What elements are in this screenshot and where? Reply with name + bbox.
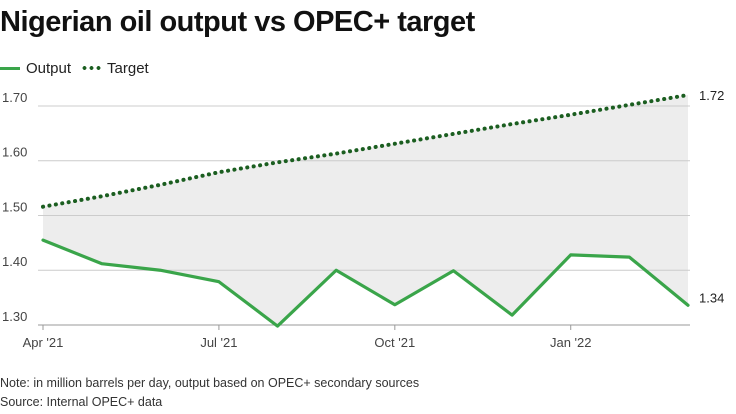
chart-title: Nigerian oil output vs OPEC+ target [0,6,475,38]
end-label-target: 1.72 [699,88,724,103]
legend-item-output: Output [0,60,71,77]
y-tick-label-1.50: 1.50 [2,199,27,214]
legend-label-target: Target [107,59,149,77]
end-label-output: 1.34 [699,290,724,305]
legend: Output Target [0,58,159,78]
series-target-line [41,93,690,209]
y-tick-label-1.70: 1.70 [2,90,27,105]
x-tick-label-2022-01: Jan '22 [550,335,592,350]
legend-swatch-target [81,66,102,70]
chart-source: Source: Internal OPEC+ data [0,395,163,409]
x-tick-label-2021-10: Oct '21 [374,335,415,350]
legend-item-target: Target [81,60,149,77]
y-tick-label-1.60: 1.60 [2,145,27,160]
gap-shaded-area [43,95,688,327]
y-tick-label-1.30: 1.30 [2,309,27,324]
x-tick-label-2021-07: Jul '21 [200,335,237,350]
legend-swatch-output [0,66,20,70]
y-tick-label-1.40: 1.40 [2,254,27,269]
legend-label-output: Output [26,59,72,77]
series-output-line [41,238,690,328]
x-tick-label-2021-04: Apr '21 [23,335,64,350]
chart-note: Note: in million barrels per day, output… [0,376,420,390]
